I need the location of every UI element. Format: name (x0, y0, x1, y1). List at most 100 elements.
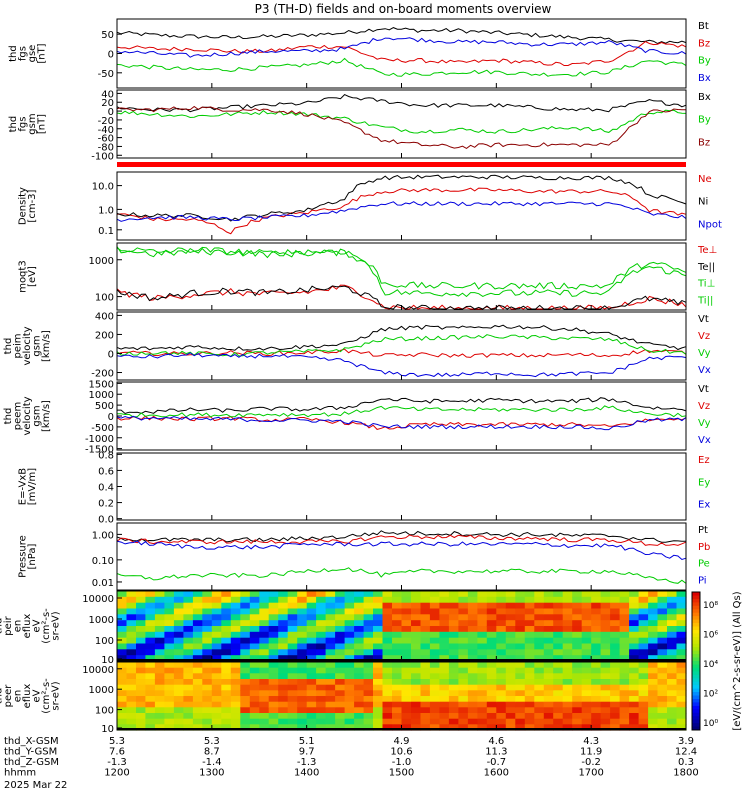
spectrogram-cell (667, 684, 678, 691)
spectrogram-cell (230, 649, 241, 656)
x-axis-row-label: hhmm (4, 768, 36, 779)
spectrogram-cell (486, 655, 497, 662)
spectrogram-cell (420, 718, 431, 725)
y-axis-label: fgs (17, 117, 28, 132)
spectrogram-cell (439, 684, 450, 691)
colorbar-tick-label: 10⁸ (703, 601, 718, 611)
spectrogram-cell (591, 707, 602, 714)
series-line-Vz (116, 348, 687, 358)
spectrogram-cell (392, 679, 403, 686)
spectrogram-cell (192, 643, 203, 650)
y-axis-label: [km/s] (41, 330, 52, 362)
spectrogram-cell (117, 596, 128, 604)
spectrogram-cell (486, 591, 497, 598)
spectrogram-cell (173, 608, 184, 615)
spectrogram-cell (515, 701, 526, 708)
spectrogram-cell (524, 631, 535, 639)
spectrogram-cell (600, 713, 611, 720)
spectrogram-cell (562, 602, 573, 610)
spectrogram-cell (477, 679, 488, 686)
spectrogram-cell (619, 620, 630, 627)
spectrogram-cell (202, 667, 213, 674)
x-axis-value: 8.7 (204, 747, 220, 758)
legend-label: Ni (698, 197, 708, 208)
spectrogram-cell (411, 608, 422, 615)
spectrogram-cell (316, 655, 327, 662)
spectrogram-cell (439, 591, 450, 598)
spectrogram-cell (429, 713, 440, 720)
spectrogram-cell (648, 673, 659, 680)
spectrogram-cell (249, 591, 260, 598)
spectrogram-cell (515, 608, 526, 615)
spectrogram-cell (164, 643, 175, 650)
spectrogram-cell (429, 591, 440, 598)
spectrogram-cell (562, 626, 573, 633)
spectrogram-cell (562, 637, 573, 645)
x-axis-value: 12.4 (675, 747, 697, 758)
spectrogram-cell (164, 713, 175, 720)
spectrogram-cell (211, 643, 222, 650)
spectrogram-cell (306, 608, 317, 615)
spectrogram-cell (278, 662, 289, 669)
spectrogram-cell (467, 701, 478, 708)
spectrogram-cell (173, 643, 184, 650)
spectrogram-cell (240, 713, 251, 720)
spectrogram-cell (515, 655, 526, 662)
spectrogram-cell (344, 707, 355, 714)
y-axis-label: [km/s] (41, 400, 52, 432)
spectrogram-cell (249, 643, 260, 650)
spectrogram-cell (676, 655, 687, 662)
spectrogram-cell (667, 679, 678, 686)
spectrogram-cell (411, 620, 422, 627)
colorbar-cell (692, 664, 700, 669)
spectrogram-cell (192, 690, 203, 697)
spectrogram-cell (505, 655, 516, 662)
spectrogram-cell (136, 637, 147, 645)
spectrogram-cell (382, 718, 393, 725)
spectrogram-cell (429, 602, 440, 610)
spectrogram-cell (448, 696, 459, 703)
spectrogram-cell (515, 696, 526, 703)
spectrogram-cell (183, 614, 194, 621)
spectrogram-cell (240, 673, 251, 680)
spectrogram-cell (316, 724, 327, 731)
spectrogram-cell (126, 701, 137, 708)
spectrogram-cell (202, 655, 213, 662)
spectrogram-cell (221, 679, 232, 686)
spectrogram-cell (420, 684, 431, 691)
spectrogram-cell (240, 626, 251, 633)
colorbar-cell (692, 619, 700, 624)
spectrogram-cell (344, 679, 355, 686)
spectrogram-cell (401, 637, 412, 645)
spectrogram-cell (553, 679, 564, 686)
spectrogram-cell (553, 602, 564, 610)
spectrogram-cell (278, 713, 289, 720)
spectrogram-cell (600, 662, 611, 669)
spectrogram-cell (316, 707, 327, 714)
spectrogram-cell (183, 696, 194, 703)
spectrogram-cell (221, 637, 232, 645)
spectrogram-cell (145, 718, 156, 725)
spectrogram-cell (126, 608, 137, 615)
spectrogram-cell (354, 591, 365, 598)
spectrogram-cell (411, 696, 422, 703)
spectrogram-cell (524, 614, 535, 621)
spectrogram-cell (259, 662, 270, 669)
spectrogram-cell (562, 631, 573, 639)
spectrogram-cell (117, 707, 128, 714)
spectrogram-cell (136, 662, 147, 669)
legend-label: Vz (698, 401, 710, 412)
spectrogram-cell (553, 620, 564, 627)
spectrogram-cell (458, 667, 469, 674)
spectrogram-cell (154, 724, 165, 731)
spectrogram-cell (619, 690, 630, 697)
spectrogram-cell (543, 673, 554, 680)
spectrogram-cell (572, 701, 583, 708)
spectrogram-cell (126, 591, 137, 598)
spectrogram-cell (486, 673, 497, 680)
x-axis-value: 5.1 (299, 736, 315, 747)
spectrogram-cell (581, 655, 592, 662)
spectrogram-cell (667, 637, 678, 645)
spectrogram-cell (268, 596, 279, 604)
spectrogram-cell (524, 673, 535, 680)
